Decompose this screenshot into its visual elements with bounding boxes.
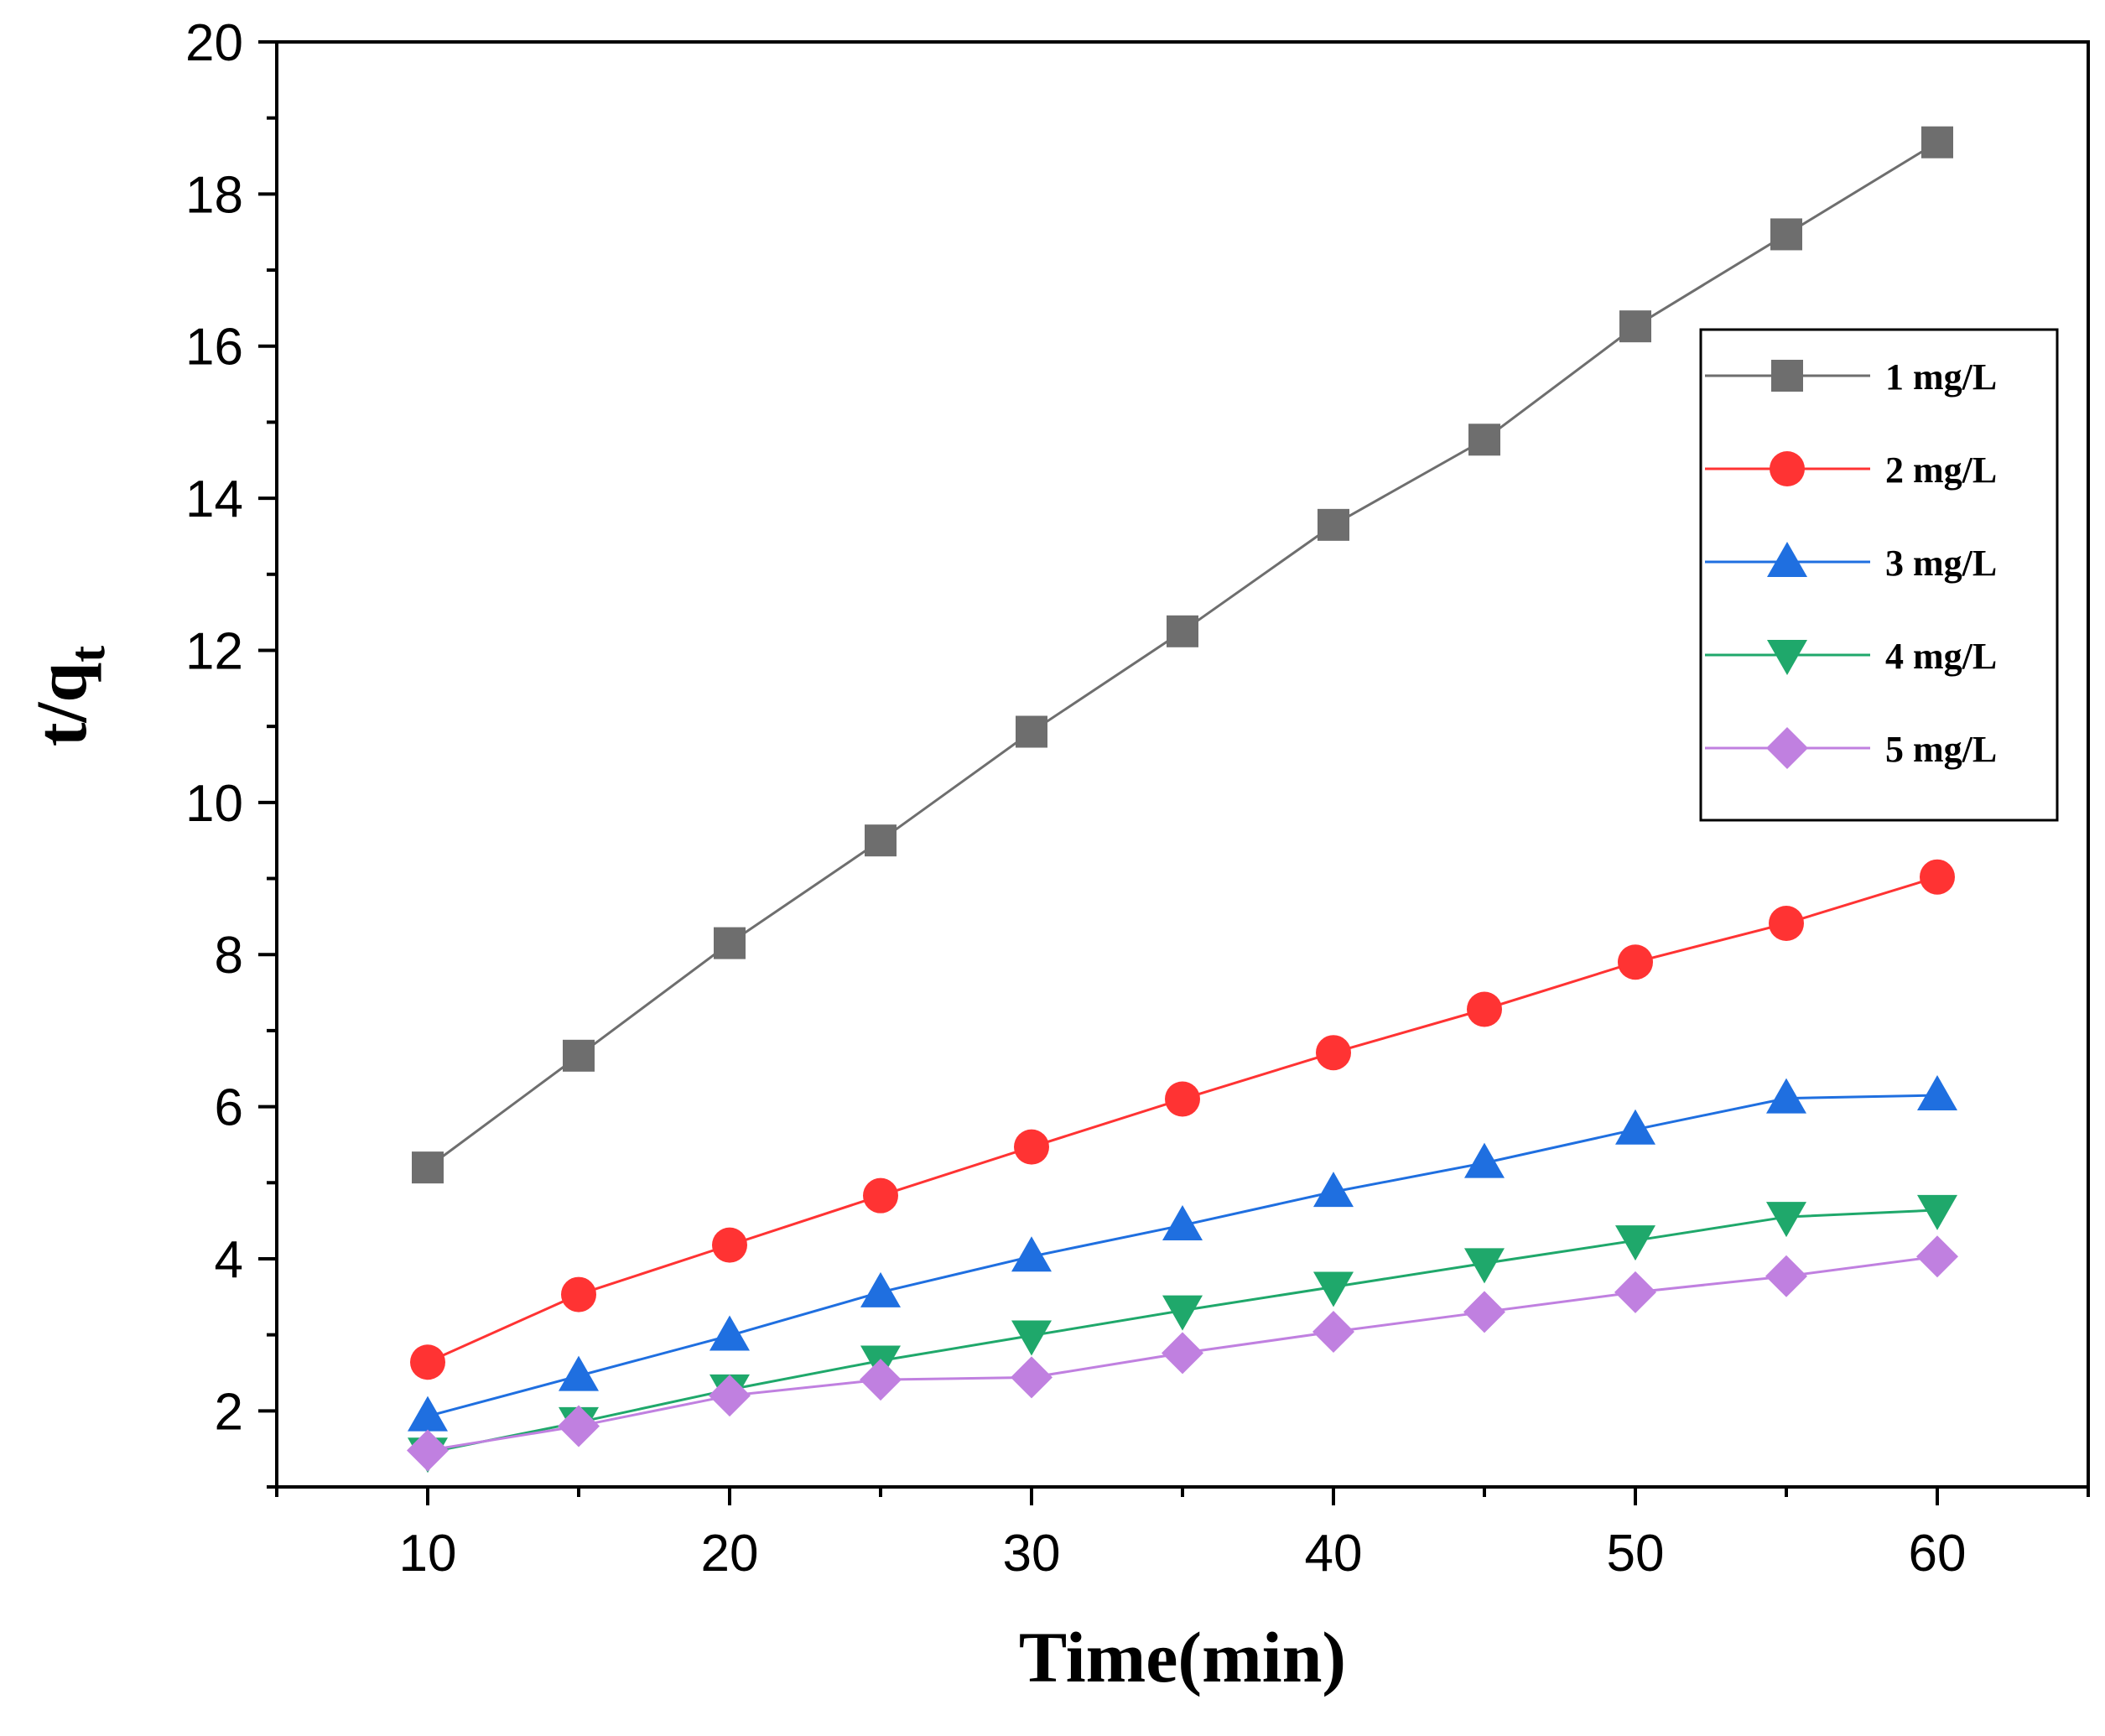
- data-point: [1162, 1332, 1203, 1375]
- data-point: [1468, 424, 1500, 456]
- series-markers: [407, 126, 1958, 1474]
- y-tick-label: 8: [215, 927, 243, 985]
- data-point: [1312, 1311, 1354, 1354]
- data-point: [408, 1396, 448, 1432]
- x-axis-title: Time(min): [1019, 1617, 1346, 1697]
- y-tick-label: 16: [185, 319, 243, 377]
- data-point: [1618, 944, 1653, 980]
- data-point: [563, 1039, 595, 1072]
- data-point: [1916, 1235, 1958, 1278]
- data-point: [1318, 508, 1349, 541]
- data-point: [860, 1359, 902, 1401]
- data-point: [1917, 1194, 1957, 1230]
- data-point: [1162, 1205, 1203, 1241]
- data-point: [1011, 1320, 1052, 1356]
- data-point: [1917, 1074, 1957, 1110]
- data-point: [863, 1177, 898, 1214]
- data-point: [410, 1344, 445, 1380]
- axis-ticks: 10 20 30 40 50 60 2 4 6 8 10 12 14 16 18 20: [185, 14, 2090, 1583]
- data-point: [1464, 1248, 1505, 1284]
- y-axis-title-subscript: t: [60, 646, 115, 663]
- data-point: [1016, 715, 1047, 748]
- series-line: [427, 1208, 1938, 1454]
- data-point: [1011, 1236, 1052, 1272]
- data-point: [559, 1355, 599, 1391]
- data-point: [1165, 1081, 1200, 1117]
- data-point: [1615, 1109, 1655, 1145]
- legend-label: 5 mg/L: [1885, 729, 1997, 770]
- x-tick-label: 10: [399, 1525, 457, 1583]
- data-point: [1766, 1202, 1806, 1238]
- data-point: [1464, 1142, 1505, 1178]
- x-tick-label: 30: [1003, 1525, 1061, 1583]
- data-point: [561, 1276, 596, 1312]
- data-point: [1316, 1035, 1351, 1071]
- y-tick-label: 20: [185, 14, 243, 72]
- y-tick-label: 6: [215, 1079, 243, 1137]
- data-point: [865, 824, 897, 857]
- legend-marker: [1767, 542, 1807, 577]
- y-axis-title: t/qt: [21, 646, 115, 746]
- data-point: [709, 1315, 750, 1351]
- x-tick-label: 20: [701, 1525, 759, 1583]
- data-point: [860, 1271, 901, 1307]
- data-point: [1162, 1295, 1203, 1331]
- legend-marker: [1766, 727, 1808, 769]
- data-point: [1467, 991, 1502, 1027]
- legend-label: 1 mg/L: [1885, 356, 1997, 398]
- legend-label: 4 mg/L: [1885, 636, 1997, 677]
- legend-marker: [1771, 360, 1803, 392]
- y-tick-label: 2: [215, 1383, 243, 1441]
- data-point: [1615, 1225, 1655, 1261]
- data-point: [1770, 218, 1802, 251]
- data-point: [1011, 1356, 1052, 1399]
- legend-label: 2 mg/L: [1885, 450, 1997, 491]
- x-tick-label: 50: [1607, 1525, 1665, 1583]
- data-point: [1014, 1129, 1049, 1165]
- legend-marker: [1770, 451, 1805, 486]
- data-point: [1313, 1172, 1354, 1208]
- y-tick-label: 14: [185, 470, 243, 528]
- data-point: [709, 1375, 751, 1417]
- data-point: [1920, 859, 1955, 895]
- y-axis-title-main: t/q: [21, 663, 101, 747]
- data-point: [1921, 126, 1953, 159]
- data-point: [1765, 1255, 1807, 1297]
- legend-box: [1699, 328, 2059, 822]
- data-point: [407, 1429, 449, 1472]
- y-tick-label: 4: [215, 1231, 243, 1289]
- data-point: [1766, 1078, 1806, 1114]
- data-point: [1313, 1271, 1354, 1307]
- data-point: [1614, 1271, 1656, 1313]
- data-point: [558, 1405, 600, 1448]
- data-point: [1619, 310, 1651, 343]
- data-point: [1167, 615, 1198, 647]
- data-point: [1463, 1291, 1505, 1333]
- legend-label: 3 mg/L: [1885, 543, 1997, 584]
- y-tick-label: 12: [185, 622, 243, 680]
- data-point: [1769, 906, 1804, 942]
- series-line: [427, 876, 1938, 1364]
- legend-marker: [1767, 640, 1807, 675]
- legend: 1 mg/L 2 mg/L 3 mg/L 4 mg/L 5 mg/L: [1699, 328, 2059, 822]
- y-tick-label: 18: [185, 166, 243, 224]
- y-tick-label: 10: [185, 775, 243, 833]
- x-tick-label: 60: [1909, 1525, 1967, 1583]
- data-point: [714, 927, 746, 959]
- data-point: [412, 1151, 444, 1184]
- data-point: [712, 1227, 747, 1263]
- x-tick-label: 40: [1305, 1525, 1363, 1583]
